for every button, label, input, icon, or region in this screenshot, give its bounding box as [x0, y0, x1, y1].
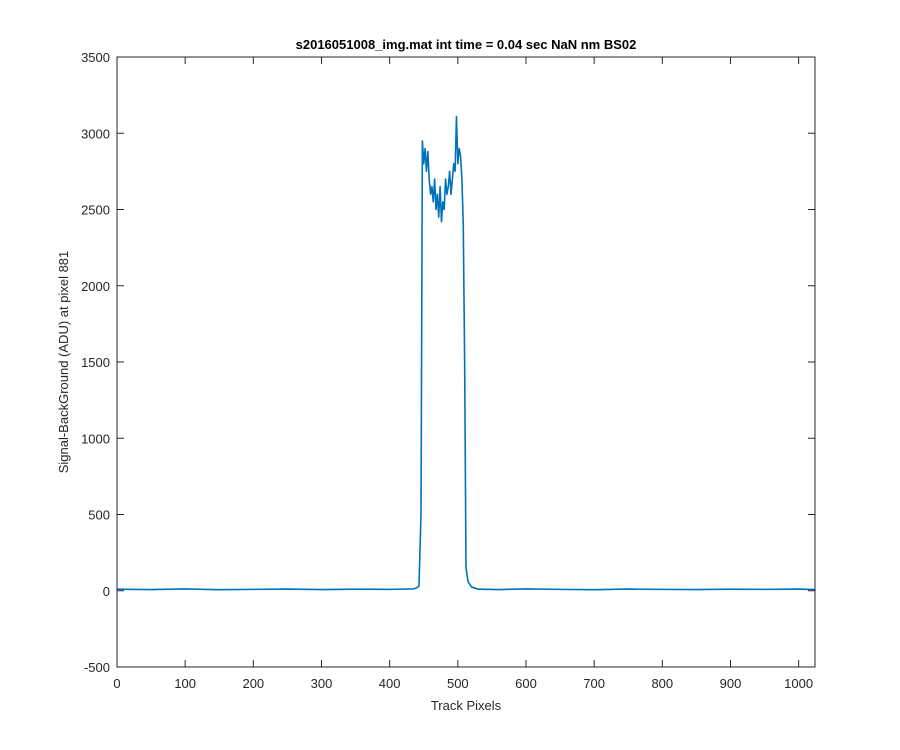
data-point [447, 186, 449, 188]
data-point [416, 587, 418, 589]
data-point [436, 193, 438, 195]
data-point [389, 588, 391, 590]
x-tick-label: 800 [651, 676, 673, 691]
data-point [420, 514, 422, 515]
plot-area [117, 57, 815, 667]
data-point [470, 586, 472, 588]
x-tick-label: 500 [447, 676, 469, 691]
data-point [184, 588, 186, 590]
data-point [450, 193, 452, 195]
data-point [661, 588, 663, 590]
data-point [451, 178, 453, 180]
data-point [434, 178, 436, 180]
axes-box [116, 56, 816, 668]
data-point [764, 588, 766, 590]
chart-title: s2016051008_img.mat int time = 0.04 sec … [296, 37, 637, 52]
data-point [320, 589, 322, 591]
data-point [446, 193, 448, 195]
data-point [435, 209, 437, 210]
data-point [355, 588, 357, 590]
data-point [464, 361, 466, 363]
data-point [729, 588, 731, 590]
data-point [465, 567, 467, 569]
x-tick-label: 1000 [784, 676, 813, 691]
y-tick-label: 1000 [81, 431, 110, 446]
data-point [425, 170, 427, 172]
data-point [461, 178, 463, 180]
data-point [498, 589, 500, 591]
data-point [593, 589, 595, 591]
x-tick-label: 200 [242, 676, 264, 691]
data-point [252, 588, 254, 590]
data-point [627, 588, 629, 590]
x-tick-label: 100 [174, 676, 196, 691]
x-tick-label: 400 [379, 676, 401, 691]
y-tick-label: 3000 [81, 126, 110, 141]
data-point [418, 585, 420, 587]
data-point [454, 170, 456, 172]
data-point [453, 163, 455, 165]
data-point [460, 155, 462, 157]
data-point [421, 140, 423, 142]
data-point [458, 148, 460, 149]
data-point [439, 186, 441, 188]
data-point [218, 589, 220, 591]
data-point [445, 178, 447, 180]
data-point [695, 589, 697, 591]
x-tick-label: 300 [311, 676, 333, 691]
data-point [428, 178, 430, 180]
data-point [150, 589, 152, 591]
y-axis-label: Signal-BackGround (ADU) at pixel 881 [56, 251, 71, 474]
data-point [477, 588, 479, 590]
data-point [443, 209, 445, 210]
x-tick-label: 900 [720, 676, 742, 691]
data-point [427, 151, 429, 153]
data-point [525, 588, 527, 590]
y-tick-label: 2500 [81, 203, 110, 218]
x-tick-label: 0 [113, 676, 120, 691]
x-tick-label: 700 [583, 676, 605, 691]
data-point [457, 163, 459, 165]
y-tick-label: -500 [84, 660, 110, 675]
y-tick-label: 3500 [81, 50, 110, 65]
data-point [449, 170, 451, 172]
data-point [462, 224, 464, 226]
data-point [559, 588, 561, 590]
data-point [432, 201, 434, 203]
data-point [438, 216, 440, 218]
tick-layer: 0 100 200 300 400 500 600 700 800 900 1000-5000500… [81, 50, 815, 691]
data-point [424, 148, 426, 149]
data-point [430, 193, 432, 195]
data-point [442, 201, 444, 203]
data-point [455, 115, 457, 117]
series-line [116, 115, 816, 591]
y-tick-label: 500 [88, 508, 110, 523]
y-tick-label: 0 [103, 584, 110, 599]
data-point [467, 581, 469, 583]
y-tick-label: 2000 [81, 279, 110, 294]
data-point [440, 221, 442, 223]
data-point [431, 186, 433, 188]
data-point [286, 588, 288, 590]
x-tick-label: 600 [515, 676, 537, 691]
data-point [413, 588, 415, 590]
data-point [423, 163, 425, 165]
data-point [798, 588, 800, 590]
y-tick-label: 1500 [81, 355, 110, 370]
x-axis-label: Track Pixels [431, 698, 502, 713]
